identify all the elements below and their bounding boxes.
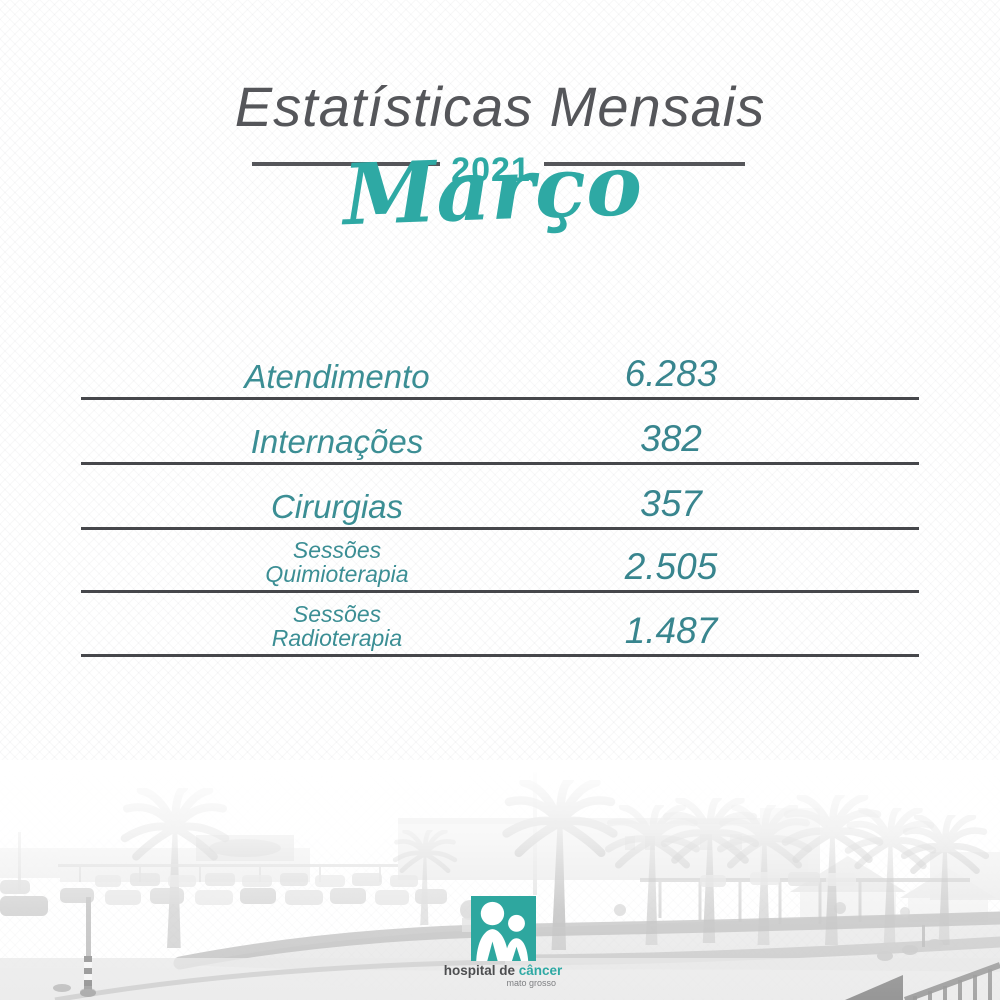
stat-label: Atendimento	[244, 358, 430, 396]
stat-value: 2.505	[624, 546, 718, 587]
hospital-logo: hospital de câncer mato grosso	[430, 896, 576, 988]
hospital-logo-name: hospital de câncer	[443, 963, 563, 978]
stat-value: 382	[640, 418, 702, 459]
stat-row-sessoes-radioterapia: Sessões Radioterapia 1.487	[81, 601, 919, 657]
stat-row-cirurgias: Cirurgias 357	[81, 483, 919, 530]
divider-line-left	[252, 162, 440, 166]
stat-label: Cirurgias	[270, 488, 404, 526]
stat-label: Sessões Quimioterapia	[265, 537, 409, 587]
stat-value: 357	[640, 483, 702, 524]
year-label: 2021	[451, 151, 531, 189]
hospital-logo-subtitle: mato grosso	[506, 978, 556, 988]
stat-row-sessoes-quimioterapia: Sessões Quimioterapia 2.505	[81, 537, 919, 593]
stat-label: Sessões Radioterapia	[271, 601, 403, 651]
stat-row-atendimento: Atendimento 6.283	[81, 353, 919, 400]
divider-line-right	[544, 162, 745, 166]
stat-value: 1.487	[624, 610, 718, 651]
page-title: Estatísticas Mensais	[234, 75, 766, 138]
hospital-logo-mark-people-icon	[470, 896, 536, 961]
month-label: Março	[341, 134, 644, 245]
stat-row-internacoes: Internações 382	[81, 418, 919, 465]
hospital-photo-illustration	[0, 760, 1000, 1000]
stat-label: Internações	[250, 423, 424, 461]
stat-value: 6.283	[624, 353, 718, 394]
hospital-logo-name-highlight: câncer	[518, 963, 563, 978]
